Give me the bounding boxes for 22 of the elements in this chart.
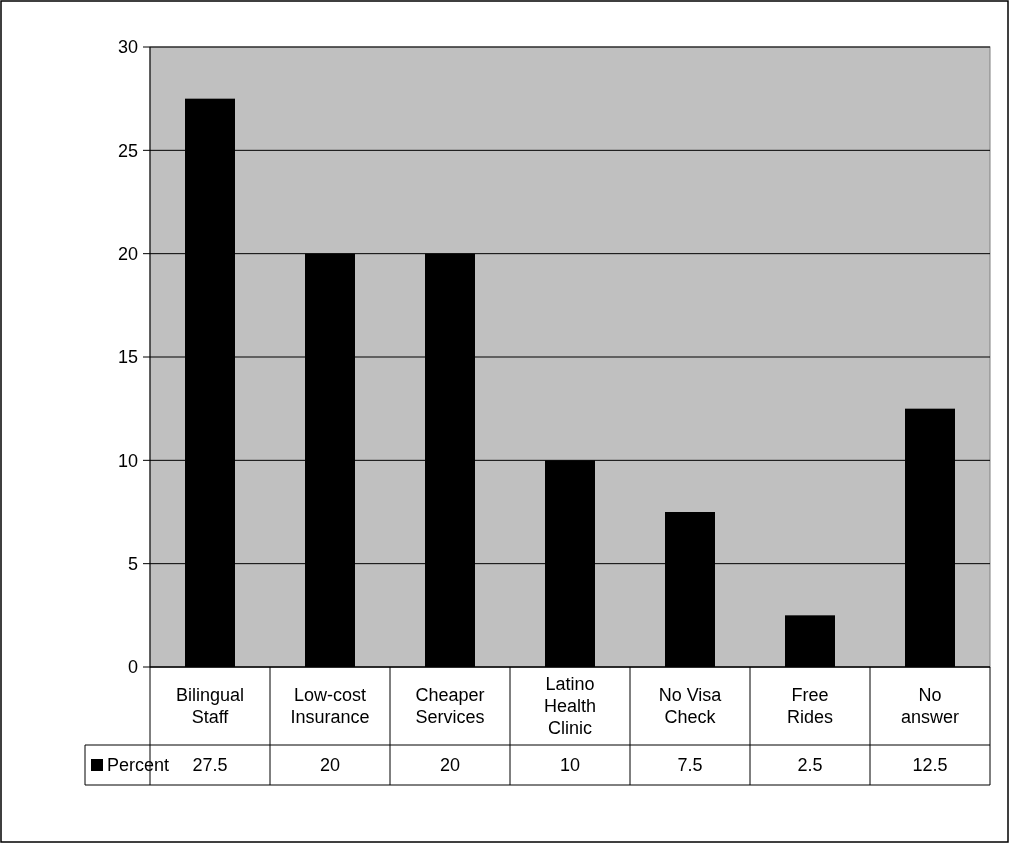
x-tick-label: Latino Health Clinic (543, 674, 597, 739)
x-tick-label: No answer (900, 685, 960, 728)
x-tick-label: Free Rides (786, 685, 834, 728)
y-tick-label: 0 (127, 657, 138, 678)
y-tick-label: 5 (127, 553, 138, 574)
y-tick-label: 20 (117, 243, 138, 264)
x-tick-label: Bilingual Staff (175, 685, 245, 728)
data-label: 20 (439, 755, 461, 776)
x-tick-label: Cheaper Services (415, 685, 485, 728)
data-label: 12.5 (912, 755, 948, 776)
data-label: 10 (559, 755, 581, 776)
data-label: 2.5 (797, 755, 823, 776)
data-label: 27.5 (192, 755, 228, 776)
y-tick-label: 10 (117, 450, 138, 471)
data-label: 20 (319, 755, 341, 776)
x-tick-label: Low-cost Insurance (290, 685, 370, 728)
data-label: 7.5 (677, 755, 703, 776)
y-tick-label: 30 (117, 37, 138, 58)
y-tick-label: 15 (117, 347, 138, 368)
y-tick-label: 25 (117, 140, 138, 161)
legend-label: Percent (107, 755, 170, 776)
x-tick-label: No Visa Check (658, 685, 723, 728)
